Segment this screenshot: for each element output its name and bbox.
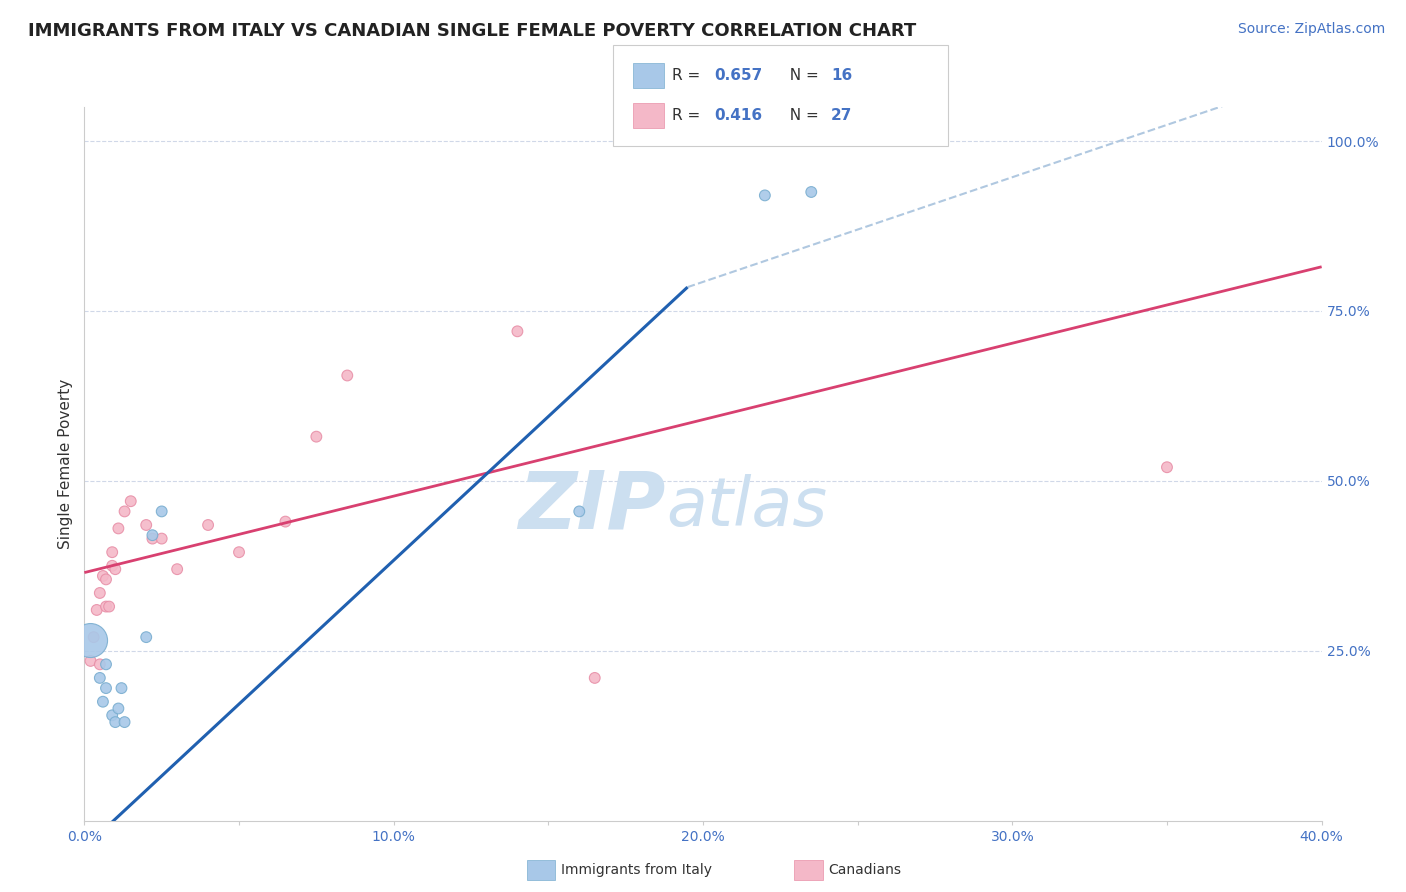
Point — [89, 671, 111, 685]
Y-axis label: Single Female Poverty: Single Female Poverty — [58, 379, 73, 549]
Point — [114, 715, 136, 730]
Text: Source: ZipAtlas.com: Source: ZipAtlas.com — [1237, 22, 1385, 37]
Text: N =: N = — [780, 69, 824, 83]
Text: IMMIGRANTS FROM ITALY VS CANADIAN SINGLE FEMALE POVERTY CORRELATION CHART: IMMIGRANTS FROM ITALY VS CANADIAN SINGLE… — [28, 22, 917, 40]
Point — [568, 504, 591, 518]
Point — [107, 701, 129, 715]
Point — [94, 681, 117, 695]
Text: ZIP: ZIP — [519, 467, 666, 546]
Point — [107, 521, 129, 535]
Text: R =: R = — [672, 109, 706, 123]
Point — [800, 185, 823, 199]
Point — [1156, 460, 1178, 475]
Point — [150, 532, 173, 546]
Point — [104, 715, 127, 730]
Point — [83, 630, 105, 644]
Text: R =: R = — [672, 69, 706, 83]
Point — [305, 430, 328, 444]
Point — [86, 603, 108, 617]
Point — [94, 657, 117, 672]
Point — [114, 504, 136, 518]
Point — [150, 504, 173, 518]
Point — [228, 545, 250, 559]
Point — [274, 515, 297, 529]
Text: Immigrants from Italy: Immigrants from Italy — [561, 863, 711, 877]
Point — [89, 657, 111, 672]
Text: Canadians: Canadians — [828, 863, 901, 877]
Point — [110, 681, 132, 695]
Point — [89, 586, 111, 600]
Point — [94, 599, 117, 614]
Point — [197, 518, 219, 533]
Point — [91, 695, 114, 709]
Text: 0.657: 0.657 — [714, 69, 762, 83]
Point — [94, 573, 117, 587]
Point — [91, 569, 114, 583]
Point — [336, 368, 359, 383]
Point — [101, 558, 124, 573]
Text: 16: 16 — [831, 69, 852, 83]
Text: atlas: atlas — [666, 474, 827, 540]
Point — [120, 494, 142, 508]
Point — [166, 562, 188, 576]
Point — [583, 671, 606, 685]
Point — [135, 518, 157, 533]
Text: 0.416: 0.416 — [714, 109, 762, 123]
Point — [135, 630, 157, 644]
Point — [79, 633, 101, 648]
Text: 27: 27 — [831, 109, 852, 123]
Point — [506, 324, 529, 338]
Point — [141, 532, 163, 546]
Point — [79, 654, 101, 668]
Point — [104, 562, 127, 576]
Point — [754, 188, 776, 202]
Point — [141, 528, 163, 542]
Point — [101, 545, 124, 559]
Text: N =: N = — [780, 109, 824, 123]
Point — [98, 599, 121, 614]
Point — [101, 708, 124, 723]
